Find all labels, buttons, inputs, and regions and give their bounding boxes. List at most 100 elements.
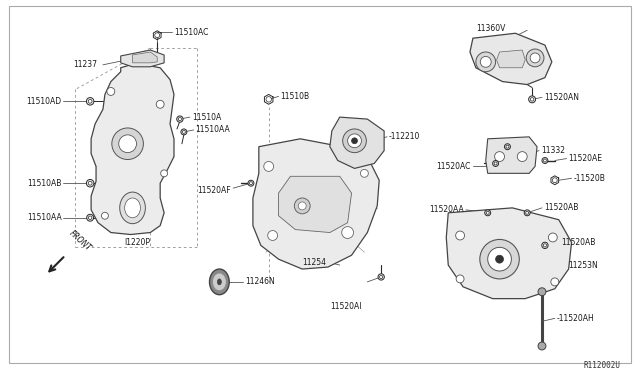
Circle shape [525,211,529,214]
Circle shape [88,181,92,185]
Circle shape [495,255,504,263]
Circle shape [551,278,559,286]
Text: 11510AD: 11510AD [26,97,61,106]
Text: -11520AH: -11520AH [557,314,595,323]
Circle shape [493,160,499,166]
Text: 11520AE: 11520AE [568,154,603,163]
Circle shape [378,274,385,280]
Ellipse shape [120,192,145,224]
Circle shape [112,128,143,160]
Circle shape [177,116,183,122]
Text: 11360V: 11360V [476,24,505,33]
Text: 11520AF: 11520AF [198,186,231,195]
Circle shape [504,144,511,150]
Text: 11510B: 11510B [280,92,310,101]
Polygon shape [132,52,157,63]
Text: 11520AN: 11520AN [544,93,579,102]
Circle shape [342,227,353,238]
Circle shape [348,134,362,148]
Ellipse shape [218,279,221,285]
Polygon shape [91,65,174,234]
Polygon shape [253,139,379,269]
Circle shape [294,198,310,214]
Circle shape [102,212,108,219]
Polygon shape [470,33,552,84]
Circle shape [266,97,271,102]
Text: 11520AA: 11520AA [429,205,464,214]
Circle shape [86,97,94,105]
Circle shape [250,182,252,185]
Polygon shape [497,50,525,68]
Circle shape [88,99,92,103]
Circle shape [526,49,544,67]
Text: 11237: 11237 [74,60,97,69]
Circle shape [268,231,278,240]
Circle shape [88,216,92,219]
Circle shape [530,53,540,63]
Circle shape [161,170,168,177]
Ellipse shape [125,198,140,218]
Circle shape [486,211,489,214]
Ellipse shape [214,274,225,290]
Text: 11254: 11254 [302,258,326,267]
Circle shape [107,87,115,95]
Circle shape [456,231,465,240]
Circle shape [543,244,547,247]
Circle shape [360,169,369,177]
Text: R112002U: R112002U [584,361,621,370]
Circle shape [179,118,182,121]
Circle shape [524,210,530,216]
Text: I1220P: I1220P [125,238,150,247]
Circle shape [86,179,94,187]
Circle shape [480,240,519,279]
Circle shape [506,145,509,148]
Text: 11520AI: 11520AI [330,302,362,311]
Text: 11510AC: 11510AC [174,28,209,37]
Text: FRONT: FRONT [67,229,93,253]
Circle shape [538,288,546,296]
Circle shape [155,33,159,38]
Circle shape [552,178,557,183]
Circle shape [488,247,511,271]
Circle shape [182,131,186,134]
Circle shape [456,275,464,283]
Text: -112210: -112210 [389,132,420,141]
Circle shape [543,159,547,162]
Circle shape [480,57,491,67]
Polygon shape [278,176,351,232]
Polygon shape [121,50,164,67]
Circle shape [86,214,93,221]
Circle shape [548,233,557,242]
Circle shape [351,138,358,144]
Text: 11246N: 11246N [245,278,275,286]
Text: 11520AB: 11520AB [561,238,595,247]
Text: 11332: 11332 [541,146,565,155]
Text: 11520AC: 11520AC [436,162,471,171]
Circle shape [156,100,164,108]
Circle shape [264,161,274,171]
Circle shape [380,275,383,279]
Circle shape [517,152,527,161]
Circle shape [248,180,254,186]
Text: 11510AB: 11510AB [27,179,61,188]
Circle shape [494,162,497,165]
Polygon shape [446,208,572,299]
Circle shape [119,135,136,153]
Circle shape [542,242,548,248]
Circle shape [484,210,491,216]
Polygon shape [330,117,384,169]
Circle shape [342,129,366,153]
Circle shape [181,129,187,135]
Circle shape [529,96,536,103]
Text: 11510AA: 11510AA [27,213,61,222]
Circle shape [531,97,534,101]
Text: 11510A: 11510A [192,113,221,122]
Circle shape [495,152,504,161]
Polygon shape [486,137,537,173]
Text: 11520AB: 11520AB [544,203,579,212]
Ellipse shape [209,269,229,295]
Text: 11510AA: 11510AA [196,125,230,134]
Text: 11253N: 11253N [568,261,598,270]
Circle shape [538,342,546,350]
Text: -11520B: -11520B [573,174,605,183]
